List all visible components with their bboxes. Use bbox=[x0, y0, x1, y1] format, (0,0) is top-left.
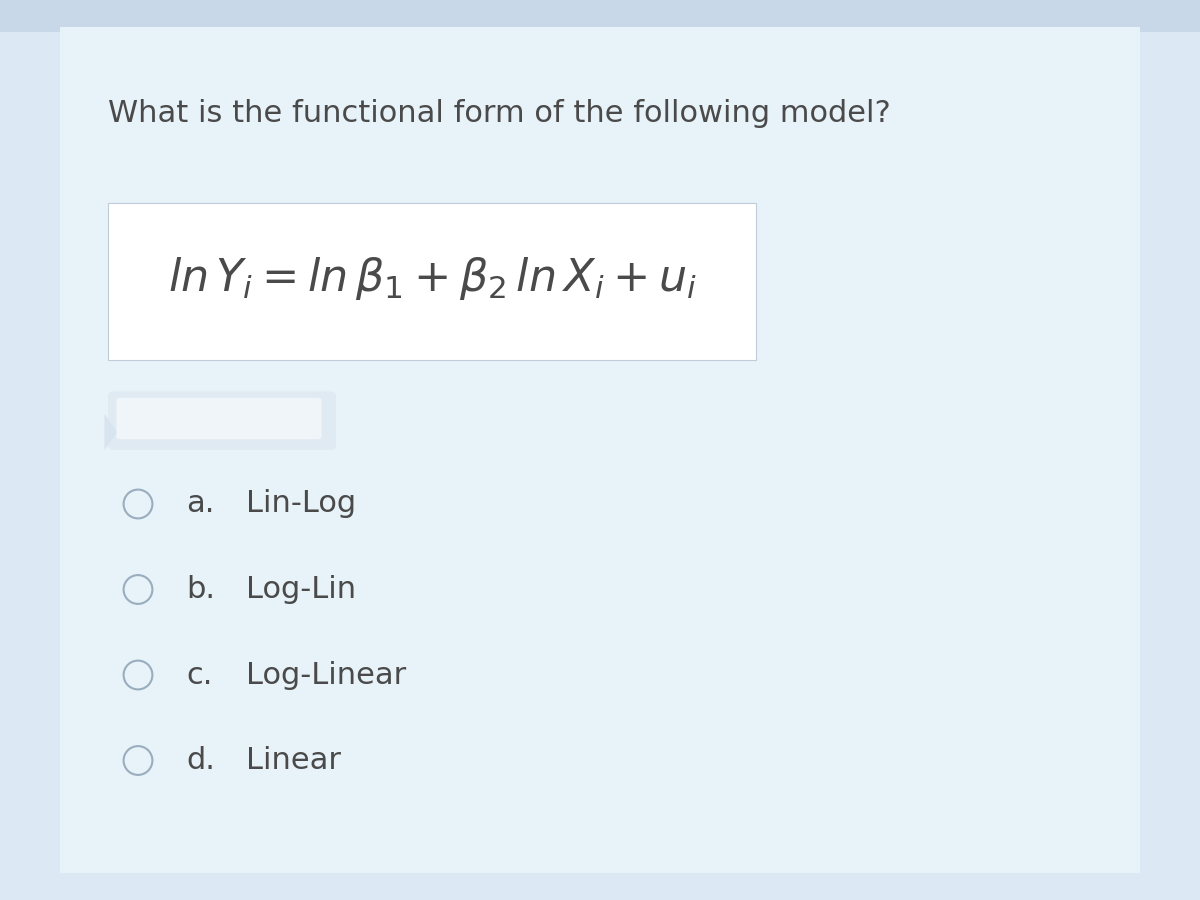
FancyBboxPatch shape bbox=[116, 398, 322, 439]
Text: Log-Linear: Log-Linear bbox=[246, 661, 407, 689]
FancyBboxPatch shape bbox=[108, 392, 336, 450]
Text: Log-Lin: Log-Lin bbox=[246, 575, 356, 604]
Text: b.: b. bbox=[186, 575, 215, 604]
FancyBboxPatch shape bbox=[60, 27, 1140, 873]
Text: c.: c. bbox=[186, 661, 212, 689]
Text: What is the functional form of the following model?: What is the functional form of the follo… bbox=[108, 99, 890, 128]
Text: $\mathit{ln}\,Y_i = \mathit{ln}\,\beta_1 + \beta_2\,\mathit{ln}\,X_i + u_i$: $\mathit{ln}\,Y_i = \mathit{ln}\,\beta_1… bbox=[168, 255, 697, 302]
Polygon shape bbox=[104, 414, 118, 450]
Text: Lin-Log: Lin-Log bbox=[246, 490, 356, 518]
Text: d.: d. bbox=[186, 746, 215, 775]
Bar bbox=[0, 0, 1200, 32]
Bar bbox=[108, 202, 756, 360]
Text: a.: a. bbox=[186, 490, 215, 518]
Text: Linear: Linear bbox=[246, 746, 341, 775]
